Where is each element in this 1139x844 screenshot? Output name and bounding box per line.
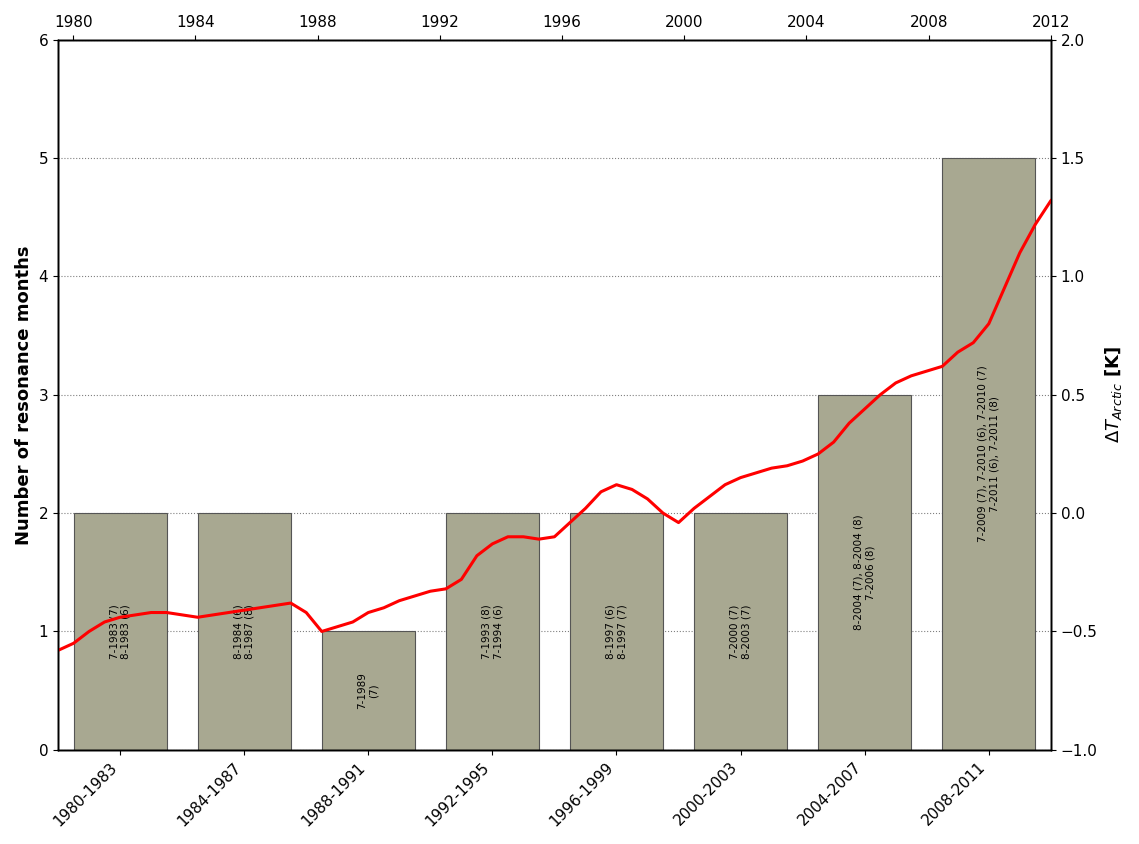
Bar <box>74 513 166 749</box>
Text: 7-1983 (7)
8-1983 (6): 7-1983 (7) 8-1983 (6) <box>109 604 131 659</box>
Text: 7-1989
(7): 7-1989 (7) <box>358 672 379 709</box>
Text: 8-1997 (6)
8-1997 (7): 8-1997 (6) 8-1997 (7) <box>606 604 628 659</box>
Bar <box>942 158 1035 749</box>
Bar <box>198 513 290 749</box>
Text: 7-1993 (8)
7-1994 (6): 7-1993 (8) 7-1994 (6) <box>482 604 503 659</box>
Text: 7-2009 (7), 7-2010 (6), 7-2010 (7)
7-2011 (6), 7-2011 (8): 7-2009 (7), 7-2010 (6), 7-2010 (7) 7-201… <box>978 365 1000 543</box>
Text: 7-2000 (7)
8-2003 (7): 7-2000 (7) 8-2003 (7) <box>730 604 752 658</box>
Text: 8-2004 (7), 8-2004 (8)
7-2006 (8): 8-2004 (7), 8-2004 (8) 7-2006 (8) <box>854 515 876 630</box>
Bar <box>694 513 787 749</box>
Bar <box>445 513 539 749</box>
Bar <box>570 513 663 749</box>
Bar <box>818 395 911 749</box>
Bar <box>321 631 415 749</box>
Y-axis label: Number of resonance months: Number of resonance months <box>15 245 33 544</box>
Y-axis label: $\Delta T_{Arctic}$ [K]: $\Delta T_{Arctic}$ [K] <box>1103 346 1124 443</box>
Text: 8-1984 (6)
8-1987 (8): 8-1984 (6) 8-1987 (8) <box>233 604 255 659</box>
